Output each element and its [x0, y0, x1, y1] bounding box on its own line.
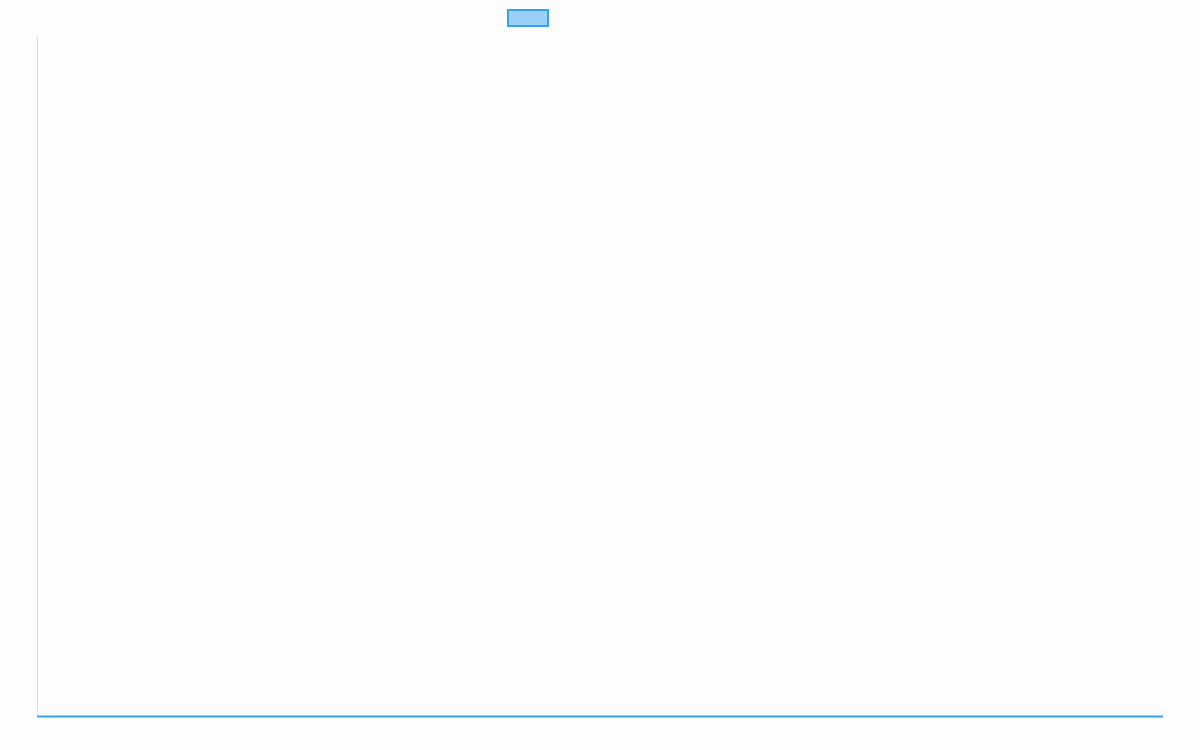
legend[interactable]: [507, 9, 549, 27]
legend-swatch[interactable]: [507, 9, 549, 27]
